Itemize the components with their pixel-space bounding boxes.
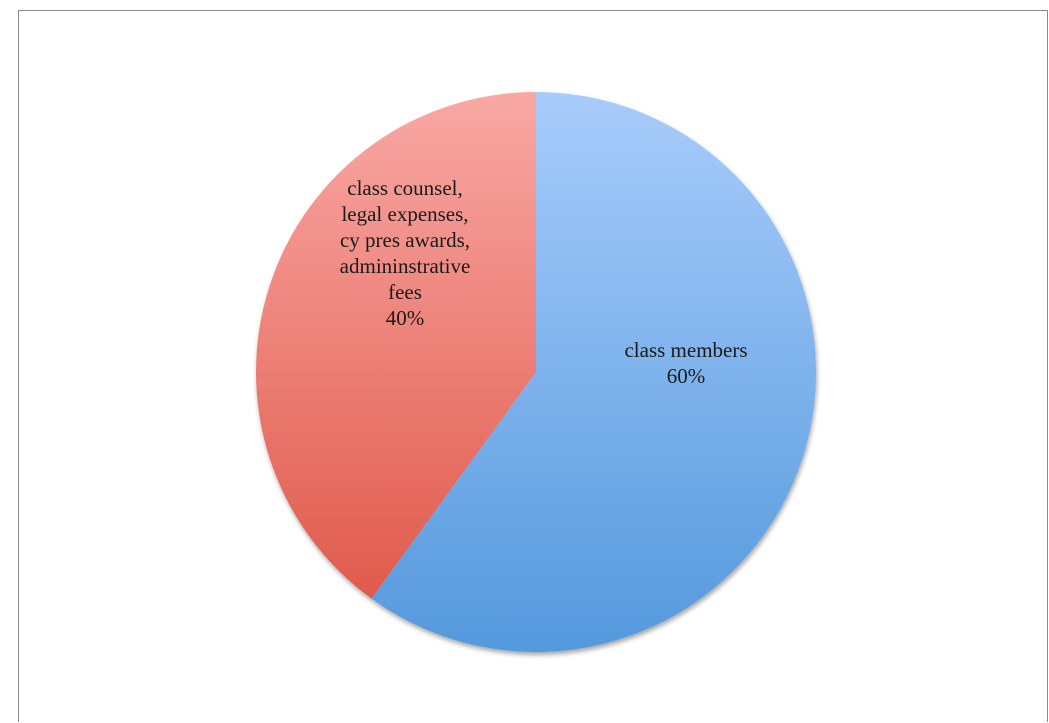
slice-label-line: legal expenses,	[341, 202, 468, 226]
slice-label-line: fees	[388, 280, 422, 304]
slice-label-line: class members	[624, 338, 747, 362]
pie-slice-class-members	[371, 92, 817, 653]
slice-label-class-counsel-and-fees: class counsel, legal expenses, cy pres awa…	[340, 176, 471, 330]
slice-label-line: class counsel,	[347, 176, 462, 200]
slice-label-line: cy pres awards,	[340, 228, 470, 252]
pie-slices	[256, 92, 817, 653]
slice-value-label: 40%	[386, 306, 425, 330]
pie-slice-class-counsel-and-fees	[256, 92, 536, 599]
slice-value-label: 60%	[667, 364, 706, 388]
slice-label-line: admininstrative	[340, 254, 471, 278]
slice-label-class-members: class members 60%	[624, 338, 747, 388]
